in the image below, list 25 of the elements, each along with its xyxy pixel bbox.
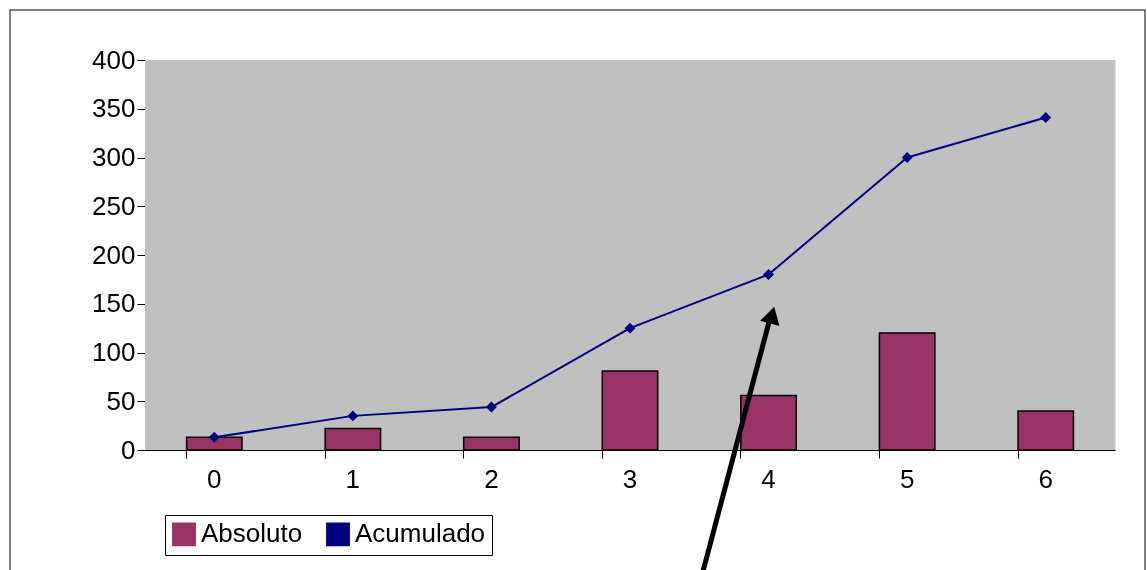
y-tick-label: 50 (106, 385, 136, 416)
point (901, 152, 913, 163)
legend-label: Acumulado (355, 518, 486, 549)
y-tick-label: 0 (121, 434, 136, 465)
x-tick-label: 1 (345, 463, 361, 494)
y-tick-label: 300 (92, 142, 136, 172)
x-tick-label: 0 (207, 463, 222, 494)
y-tick-label: 350 (92, 93, 136, 124)
point (624, 322, 636, 334)
x-tick-label: 6 (1038, 463, 1053, 494)
legend-label: Absoluto (201, 518, 303, 549)
y-tick-label: 400 (92, 44, 136, 75)
point (347, 410, 359, 422)
y-tick-label: 250 (92, 190, 136, 221)
y-tick-label: 200 (92, 239, 136, 270)
y-tick-label: 100 (92, 337, 136, 367)
x-tick-label: 3 (622, 463, 638, 494)
x-tick-label: 4 (761, 463, 776, 494)
point (1040, 112, 1052, 123)
point (485, 401, 497, 413)
x-tick-label: 5 (899, 463, 915, 494)
y-tick-label: 150 (92, 288, 136, 319)
point (208, 431, 220, 443)
x-tick-label: 2 (484, 463, 499, 494)
point (763, 269, 775, 280)
